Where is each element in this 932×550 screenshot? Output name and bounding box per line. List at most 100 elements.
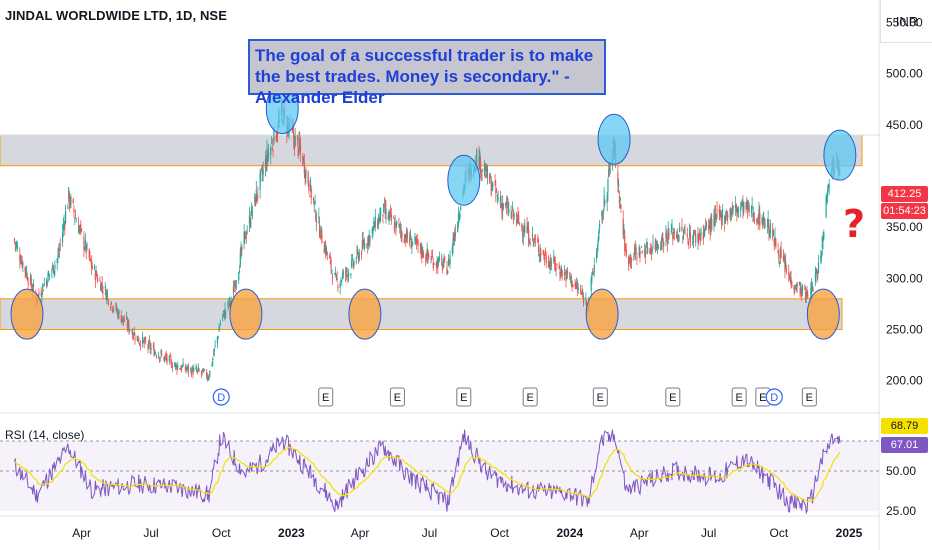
rsi-legend-label: RSI (14, close) (5, 428, 85, 442)
candle-body (742, 202, 744, 213)
candle-body (152, 345, 154, 347)
candle-body (518, 222, 521, 225)
candle-body (430, 261, 432, 263)
candle-body (298, 138, 300, 148)
candle-body (415, 238, 417, 241)
candle-body (209, 370, 211, 377)
candle-body (212, 354, 215, 356)
candle-body (529, 242, 531, 244)
candle-body (171, 366, 173, 368)
candle-body (149, 344, 151, 350)
candle-body (387, 215, 389, 220)
candle-body (240, 247, 242, 252)
candle-body (559, 272, 561, 275)
candle-body (769, 234, 771, 237)
candle-body (164, 354, 167, 357)
candle-body (484, 173, 486, 178)
candle-body (686, 234, 688, 237)
support-touch-circle (585, 288, 619, 340)
candle-body (106, 292, 108, 298)
candle-body (724, 217, 727, 224)
candle-body (63, 222, 65, 225)
candle-body (417, 239, 419, 246)
candle-body (447, 259, 450, 265)
candle-body (460, 206, 462, 210)
earnings-marker-box (665, 387, 681, 407)
candle-body (132, 332, 134, 339)
candle-body (261, 167, 263, 169)
candle-body (698, 234, 700, 238)
candle-body (196, 369, 199, 371)
candle-body (436, 259, 438, 267)
countdown-tag: 01:54:23 (881, 203, 928, 219)
candle-body (740, 203, 743, 206)
candle-body (40, 293, 42, 296)
candle-body (315, 210, 317, 221)
candle-body (479, 152, 481, 165)
candle-body (297, 148, 299, 157)
candle-body (512, 207, 514, 211)
candle-body (421, 247, 424, 255)
candle-body (575, 282, 577, 286)
candle-body (356, 249, 358, 254)
candle-body (480, 170, 482, 172)
candle-body (367, 236, 370, 245)
candle-body (251, 205, 253, 216)
candle-body (43, 283, 45, 286)
candle-body (425, 257, 427, 259)
candle-body (687, 238, 689, 244)
candle-body (53, 270, 55, 274)
candle-body (126, 317, 128, 319)
candle-body (815, 268, 817, 273)
candle-body (558, 266, 560, 269)
candle-body (681, 226, 683, 231)
candle-body (155, 353, 157, 355)
candle-body (767, 219, 769, 225)
candle-body (453, 238, 455, 241)
candle-body (496, 195, 498, 197)
candle-body (682, 231, 685, 238)
candle-body (435, 263, 437, 267)
candle-body (340, 279, 342, 281)
candle-body (773, 239, 775, 246)
candle-body (645, 251, 647, 253)
candle-body (186, 368, 188, 370)
candle-body (492, 182, 494, 188)
candle-body (200, 372, 202, 374)
candle-body (101, 283, 103, 287)
candle-body (740, 207, 742, 211)
candle-body (376, 222, 379, 228)
currency-button[interactable]: INR (880, 0, 932, 43)
candle-body (499, 197, 502, 205)
candle-body (388, 214, 390, 218)
candle-body (308, 183, 310, 191)
symbol-title: JINDAL WORLDWIDE LTD, 1D, NSE (5, 8, 227, 23)
candle-body (560, 267, 563, 274)
candle-body (443, 258, 445, 261)
candle-body (795, 288, 797, 290)
candle-body (304, 172, 306, 179)
candle-body (202, 368, 204, 372)
candle-body (99, 280, 101, 282)
candle-body (16, 246, 19, 248)
candle-body (100, 282, 103, 290)
candle-body (197, 367, 199, 370)
candle-body (216, 336, 219, 344)
candle-body (798, 281, 801, 286)
candle-body (360, 251, 363, 256)
candle-body (136, 335, 138, 341)
candle-body (195, 367, 197, 369)
candle-body (264, 158, 267, 169)
candle-body (823, 232, 825, 238)
earnings-marker-box (456, 387, 472, 407)
candle-body (671, 225, 673, 231)
candle-body (206, 371, 208, 378)
candle-body (409, 234, 411, 240)
candle-body (684, 232, 686, 234)
candle-body (153, 348, 155, 356)
candle-body (364, 243, 366, 249)
candle-body (769, 223, 772, 234)
candle-body (647, 247, 649, 254)
candle-body (325, 246, 327, 255)
candle-body (521, 233, 524, 235)
